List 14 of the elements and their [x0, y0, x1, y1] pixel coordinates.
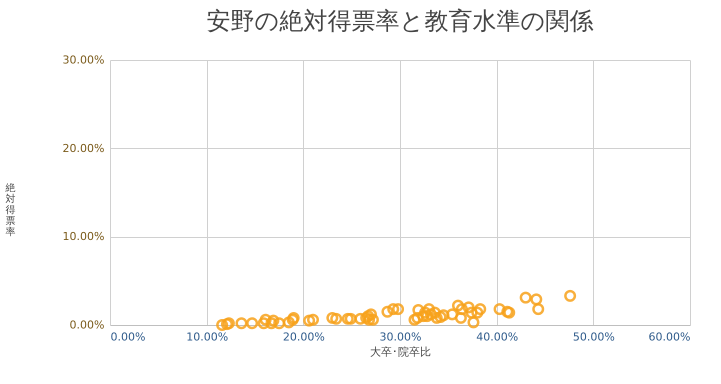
- y-tick-label: 30.00%: [62, 54, 104, 66]
- y-tick-label: 0.00%: [70, 318, 104, 332]
- x-tick-label: 20.00%: [282, 330, 325, 344]
- x-tick-label: 50.00%: [572, 330, 615, 344]
- x-tick-label: 10.00%: [186, 330, 228, 344]
- chart-title: 安野の絶対得票率と教育水準の関係: [206, 7, 594, 35]
- y-axis-title: 絶対得票率: [4, 182, 16, 238]
- x-tick-label: 30.00%: [380, 330, 422, 344]
- x-tick-label: 40.00%: [476, 330, 518, 344]
- x-tick-label: 60.00%: [648, 330, 690, 344]
- y-tick-label: 20.00%: [62, 142, 104, 155]
- x-tick-label: 0.00%: [110, 330, 146, 344]
- y-tick-label: 10.00%: [62, 230, 104, 244]
- x-axis-title: 大卒･院卒比: [370, 346, 431, 358]
